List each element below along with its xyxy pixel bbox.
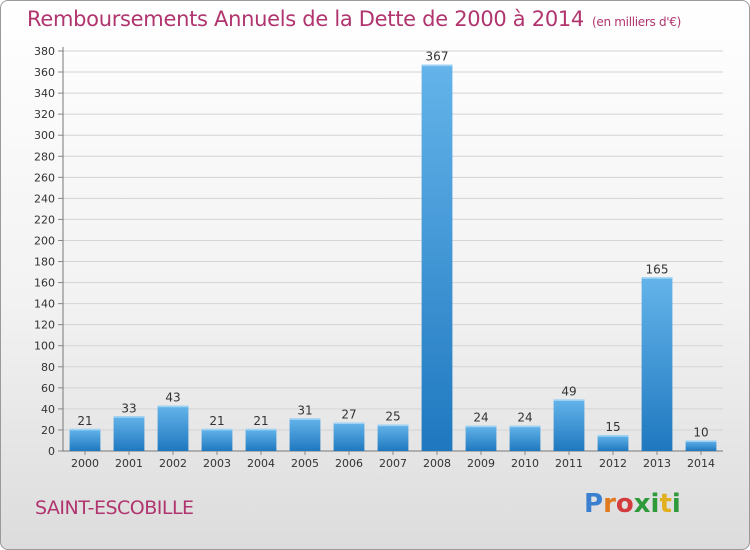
y-tick-label: 220 — [34, 213, 55, 226]
bar-highlight — [641, 277, 673, 279]
data-label: 10 — [693, 425, 708, 439]
proxiti-logo: Proxiti — [584, 489, 681, 519]
bar — [113, 416, 145, 451]
data-label: 24 — [473, 411, 488, 425]
y-tick-label: 320 — [34, 108, 55, 121]
x-tick-label: 2007 — [379, 457, 407, 470]
logo-letter: i — [650, 489, 660, 519]
bar — [377, 424, 409, 451]
y-tick-label: 260 — [34, 171, 55, 184]
bar-highlight — [553, 399, 585, 401]
y-tick-label: 40 — [41, 403, 55, 416]
bar-highlight — [69, 428, 101, 431]
bar-highlight — [597, 435, 629, 437]
data-label: 24 — [517, 411, 532, 425]
bar — [465, 425, 497, 451]
y-tick-label: 340 — [34, 87, 55, 100]
bar-highlight — [421, 64, 453, 67]
y-tick-label: 200 — [34, 234, 55, 247]
x-tick-label: 2011 — [555, 457, 583, 470]
logo-letter: x — [633, 489, 651, 519]
data-label: 367 — [426, 50, 449, 64]
data-label: 25 — [385, 410, 400, 424]
x-tick-label: 2000 — [71, 457, 99, 470]
x-tick-label: 2009 — [467, 457, 495, 470]
data-label: 49 — [561, 384, 576, 398]
y-tick-label: 0 — [48, 445, 55, 458]
data-label: 21 — [209, 414, 224, 428]
chart-subtitle: (en milliers d'€) — [592, 15, 682, 29]
data-label: 21 — [77, 414, 92, 428]
bar-highlight — [377, 424, 409, 427]
y-tick-label: 240 — [34, 192, 55, 205]
bar-highlight — [289, 418, 321, 420]
chart-title: Remboursements Annuels de la Dette de 20… — [27, 7, 681, 31]
bar — [641, 277, 673, 451]
logo-letter: t — [659, 489, 672, 519]
bar-highlight — [333, 422, 365, 425]
x-tick-label: 2014 — [687, 457, 715, 470]
x-tick-label: 2006 — [335, 457, 363, 470]
x-tick-label: 2003 — [203, 457, 231, 470]
commune-name: SAINT-ESCOBILLE — [35, 497, 194, 519]
data-label: 33 — [121, 401, 136, 415]
logo-letter: P — [584, 489, 604, 519]
x-tick-label: 2010 — [511, 457, 539, 470]
x-tick-label: 2008 — [423, 457, 451, 470]
bar-highlight — [245, 428, 277, 431]
bar — [597, 435, 629, 451]
bar-highlight — [201, 428, 233, 431]
x-tick-label: 2004 — [247, 457, 275, 470]
data-label: 21 — [253, 414, 268, 428]
y-tick-label: 120 — [34, 319, 55, 332]
y-tick-label: 360 — [34, 66, 55, 79]
bar — [245, 428, 277, 451]
bar — [685, 440, 717, 451]
x-tick-label: 2002 — [159, 457, 187, 470]
bar — [553, 399, 585, 451]
bar-highlight — [509, 425, 541, 428]
x-tick-label: 2012 — [599, 457, 627, 470]
bar — [509, 425, 541, 451]
y-tick-label: 140 — [34, 298, 55, 311]
data-label: 165 — [646, 262, 669, 276]
y-tick-label: 80 — [41, 361, 55, 374]
y-tick-label: 380 — [34, 45, 55, 58]
y-tick-label: 180 — [34, 256, 55, 269]
logo-letter: r — [603, 489, 616, 519]
bar-highlight — [465, 425, 497, 428]
bar-highlight — [157, 405, 189, 408]
bar — [421, 64, 453, 452]
x-tick-label: 2013 — [643, 457, 671, 470]
y-tick-label: 100 — [34, 340, 55, 353]
y-tick-label: 280 — [34, 150, 55, 163]
x-tick-label: 2001 — [115, 457, 143, 470]
bar — [201, 428, 233, 451]
data-label: 27 — [341, 408, 356, 422]
y-tick-label: 300 — [34, 129, 55, 142]
data-label: 15 — [605, 420, 620, 434]
y-tick-label: 160 — [34, 277, 55, 290]
bar — [289, 418, 321, 451]
logo-letter: o — [615, 489, 634, 519]
data-label: 31 — [297, 403, 312, 417]
bar — [69, 428, 101, 451]
bar — [157, 405, 189, 451]
y-tick-label: 20 — [41, 424, 55, 437]
y-tick-label: 60 — [41, 382, 55, 395]
bar-highlight — [685, 440, 717, 442]
x-tick-label: 2005 — [291, 457, 319, 470]
bar — [333, 422, 365, 451]
logo-letter: i — [671, 489, 681, 519]
chart-title-text: Remboursements Annuels de la Dette de 20… — [27, 7, 584, 31]
bar-highlight — [113, 416, 145, 418]
data-label: 43 — [165, 391, 180, 405]
